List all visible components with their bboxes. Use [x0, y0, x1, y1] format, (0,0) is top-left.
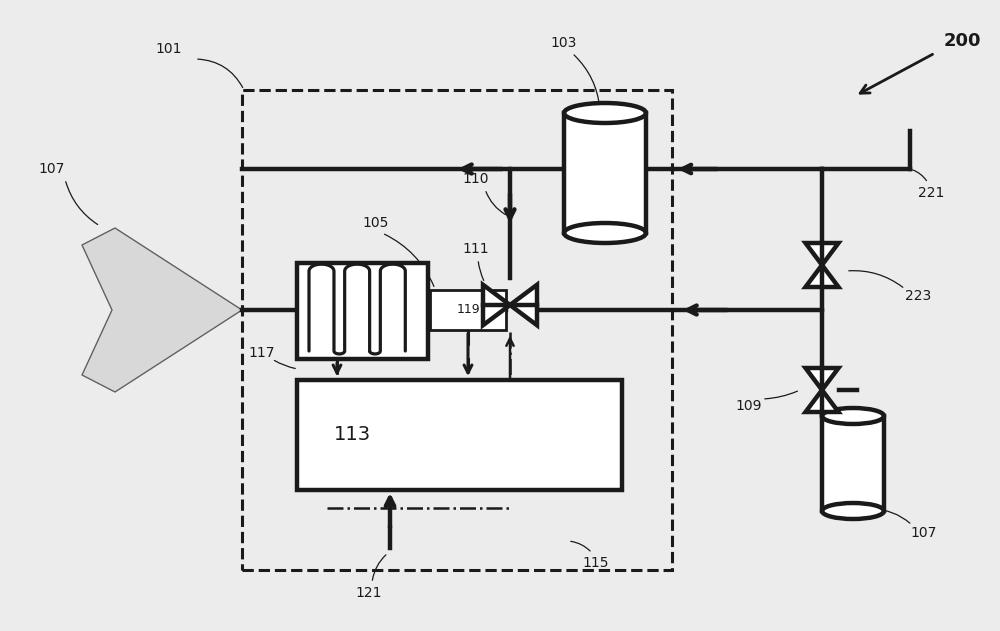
- Text: 223: 223: [905, 289, 931, 303]
- Ellipse shape: [564, 103, 646, 123]
- Polygon shape: [806, 243, 838, 265]
- Text: 111: 111: [462, 242, 489, 256]
- Text: 105: 105: [362, 216, 388, 230]
- Text: 221: 221: [918, 186, 944, 200]
- Text: 119: 119: [456, 304, 480, 317]
- Text: 115: 115: [582, 556, 608, 570]
- FancyBboxPatch shape: [297, 380, 622, 490]
- Text: 109: 109: [735, 399, 762, 413]
- Polygon shape: [806, 390, 838, 412]
- Ellipse shape: [822, 503, 884, 519]
- Text: 107: 107: [910, 526, 936, 540]
- Text: 117: 117: [248, 346, 274, 360]
- FancyBboxPatch shape: [297, 263, 428, 359]
- Bar: [242, 90, 672, 570]
- FancyBboxPatch shape: [430, 290, 506, 330]
- Text: 121: 121: [355, 586, 382, 600]
- Polygon shape: [564, 113, 646, 233]
- Polygon shape: [806, 265, 838, 287]
- Text: 101: 101: [155, 42, 182, 56]
- Text: 103: 103: [550, 36, 576, 50]
- Ellipse shape: [564, 223, 646, 243]
- Polygon shape: [806, 368, 838, 390]
- Text: 113: 113: [333, 425, 371, 444]
- Polygon shape: [510, 285, 537, 325]
- Text: 200: 200: [943, 32, 981, 50]
- Text: 110: 110: [462, 172, 488, 186]
- Polygon shape: [822, 416, 884, 511]
- Ellipse shape: [822, 408, 884, 424]
- Text: 107: 107: [38, 162, 64, 176]
- Polygon shape: [483, 285, 510, 325]
- Polygon shape: [82, 228, 242, 392]
